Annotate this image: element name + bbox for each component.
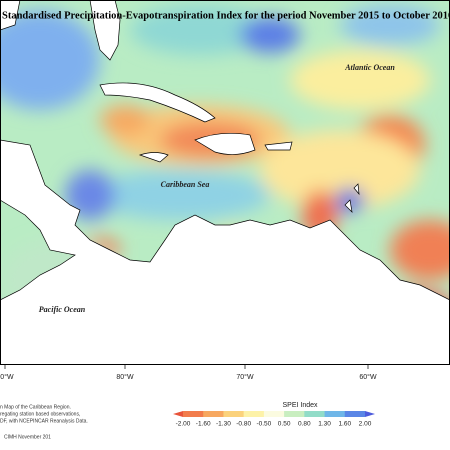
ocean-label: Atlantic Ocean <box>344 63 395 72</box>
note: regating station based observations, <box>0 411 80 417</box>
legend-swatch <box>263 411 285 417</box>
legend-tick-label: -0.80 <box>236 421 251 428</box>
legend-tick-label: -1.30 <box>216 421 231 428</box>
legend-swatch <box>203 411 224 417</box>
legend-title: SPEI Index <box>282 402 318 409</box>
longitude-label: 60°W <box>359 373 377 381</box>
legend-swatch <box>243 411 265 417</box>
spei-field <box>0 0 450 365</box>
credit: CIMH November 201 <box>4 434 51 440</box>
legend-tick-label: -1.60 <box>196 421 211 428</box>
legend-arrow <box>173 411 183 417</box>
note: DF, with NCEPINCAR Reanalysis Data. <box>0 418 88 424</box>
note: n Map of the Caribbean Region. <box>0 404 71 410</box>
legend-tick-label: 2.00 <box>359 421 372 428</box>
legend-arrow <box>365 411 375 417</box>
longitude-axis: 90°W 80°W 70°W 60°W <box>0 365 377 381</box>
legend-tick-label: -0.50 <box>256 421 271 428</box>
legend-tick-label: 1.30 <box>318 421 331 428</box>
legend-swatch <box>183 411 204 417</box>
legend-tick-label: 1.60 <box>338 421 351 428</box>
ocean-label: Caribbean Sea <box>161 180 210 189</box>
legend-swatch <box>284 411 305 417</box>
legend-tick-label: 0.80 <box>298 421 311 428</box>
legend-tick-label: 0.50 <box>278 421 291 428</box>
legend-swatch <box>324 411 346 417</box>
legend-swatch <box>223 411 244 417</box>
map-title: Standardised Precipitation-Evapotranspir… <box>2 10 450 21</box>
ocean-label: Pacific Ocean <box>39 305 86 314</box>
longitude-label: 70°W <box>236 373 254 381</box>
legend-swatch <box>304 411 325 417</box>
legend: -2.00 -1.60 -1.30 -0.80 -0.50 0.50 0.80 1.30 1.6… <box>173 411 375 428</box>
legend-tick-label: -2.00 <box>176 421 191 428</box>
legend-swatch <box>344 411 366 417</box>
longitude-label: 80°W <box>116 373 134 381</box>
longitude-label: 90°W <box>0 373 14 381</box>
